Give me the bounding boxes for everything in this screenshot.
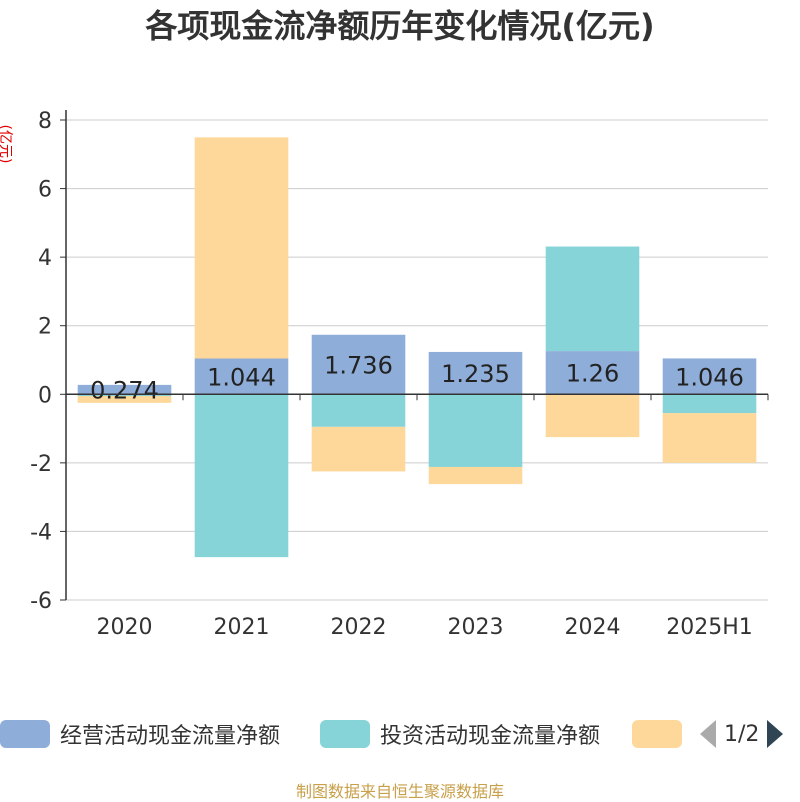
legend-page-indicator: 1/2: [724, 721, 760, 747]
bar-segment-series-1: [428, 394, 523, 467]
y-tick-label: 6: [38, 178, 52, 203]
bar-segment-series-2: [77, 396, 172, 403]
legend-swatch-third: [632, 720, 682, 748]
y-tick-label: 0: [38, 383, 52, 408]
bar-segment-series-1: [311, 394, 406, 427]
data-label: 1.046: [675, 363, 744, 391]
bar-segment-series-0: [545, 351, 640, 395]
data-labels: 0.274 1.044 1.736 1.235 1.26 1.046: [90, 352, 744, 405]
previous-page-icon[interactable]: [700, 720, 716, 748]
data-source-footer: 制图数据来自恒生聚源数据库: [295, 782, 504, 801]
bar-segment-series-1: [662, 394, 757, 414]
bar-segment-series-1: [545, 246, 640, 352]
chart-title: 各项现金流净额历年变化情况(亿元): [145, 7, 655, 45]
data-label: 1.736: [324, 352, 393, 380]
data-label: 1.235: [441, 360, 510, 388]
next-page-icon[interactable]: [767, 720, 784, 748]
y-tick-label: 8: [38, 109, 52, 134]
x-tick-label: 2025H1: [666, 615, 753, 640]
legend-item-investing[interactable]: 投资活动现金流量净额: [320, 718, 600, 750]
bar-segment-series-0: [311, 334, 406, 395]
x-tick-label: 2022: [331, 615, 387, 640]
y-tick-label: 4: [38, 246, 52, 271]
legend-pager: 1/2: [700, 718, 784, 750]
x-tick-label: 2021: [214, 615, 270, 640]
y-tick-label: 2: [38, 315, 52, 340]
y-tick-label: -2: [30, 452, 52, 477]
legend-label-investing: 投资活动现金流量净额: [380, 724, 601, 749]
x-tick-label: 2023: [448, 615, 504, 640]
bar-segment-series-2: [428, 466, 523, 485]
bars: [77, 137, 757, 558]
legend-swatch-investing: [320, 720, 370, 748]
axes: 8 6 4 2 0 -2 -4 -6 2020 2021 2022 2023 2024 2025H1: [30, 109, 769, 640]
y-tick-label: -4: [30, 520, 52, 545]
legend-item-operating[interactable]: 经营活动现金流量净额: [0, 718, 280, 750]
data-label: 0.274: [90, 377, 159, 405]
y-tick-label: -6: [30, 589, 52, 614]
bar-segment-series-0: [194, 358, 289, 395]
x-tick-label: 2020: [97, 615, 153, 640]
data-label: 1.044: [207, 363, 276, 391]
bar-segment-series-2: [194, 137, 289, 359]
bar-segment-series-2: [545, 394, 640, 438]
legend-swatch-operating: [0, 720, 50, 748]
bar-segment-series-2: [311, 426, 406, 472]
bar-segment-series-0: [428, 351, 523, 395]
grid-lines: [66, 119, 768, 601]
bar-segment-series-1: [194, 394, 289, 558]
data-label: 1.26: [566, 360, 619, 388]
bar-segment-series-0: [77, 384, 172, 395]
bar-segment-series-1: [77, 394, 172, 396]
legend-item-financing[interactable]: [632, 718, 682, 750]
bar-segment-series-2: [662, 413, 757, 463]
x-tick-label: 2024: [565, 615, 621, 640]
bar-segment-series-0: [662, 358, 757, 395]
legend-label-operating: 经营活动现金流量净额: [60, 724, 281, 749]
